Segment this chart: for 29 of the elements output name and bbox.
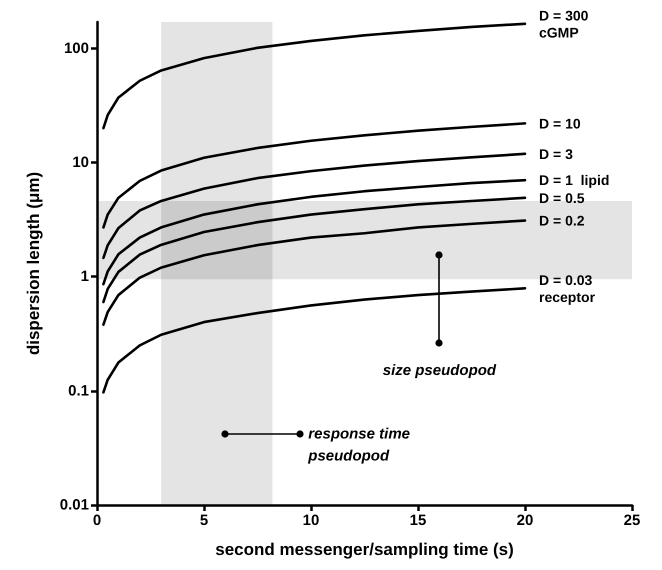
- x-tick-label: 0: [92, 512, 102, 529]
- line-series: [102, 122, 526, 229]
- x-tick-label: 15: [410, 512, 426, 529]
- x-tick-label: 10: [302, 512, 320, 529]
- line-series: [102, 22, 526, 130]
- line-series: [102, 152, 526, 260]
- x-tick-label: 25: [624, 512, 640, 529]
- y-tick-label: 10: [72, 154, 89, 171]
- x-tick-label: 20: [516, 512, 534, 529]
- y-tick-label: 0.1: [68, 382, 89, 400]
- line-series: [102, 196, 526, 304]
- line-series: [102, 287, 526, 394]
- x-tick-label: 5: [200, 512, 208, 529]
- series-label: D = 10: [539, 115, 581, 132]
- annotation: response time pseudopod: [307, 425, 410, 464]
- line-series: [102, 219, 526, 326]
- series-label: D = 0.03 receptor: [539, 272, 596, 305]
- series-label: D = 0.5: [539, 190, 585, 206]
- series-label: D = 3: [539, 146, 574, 162]
- series-label: D = 0.2: [539, 212, 585, 229]
- y-axis-title: dispersion length (μm): [24, 172, 43, 356]
- line-series: [102, 178, 526, 286]
- y-tick-label: 100: [64, 40, 89, 57]
- y-tick-label: 0.01: [60, 496, 89, 514]
- series-label: D = 1 lipid: [539, 172, 610, 188]
- series-label: D = 300 cGMP: [539, 7, 589, 40]
- annotation: size pseudopod: [382, 362, 497, 379]
- x-axis-title: second messenger/sampling time (s): [215, 540, 514, 559]
- y-tick-label: 1: [80, 268, 89, 286]
